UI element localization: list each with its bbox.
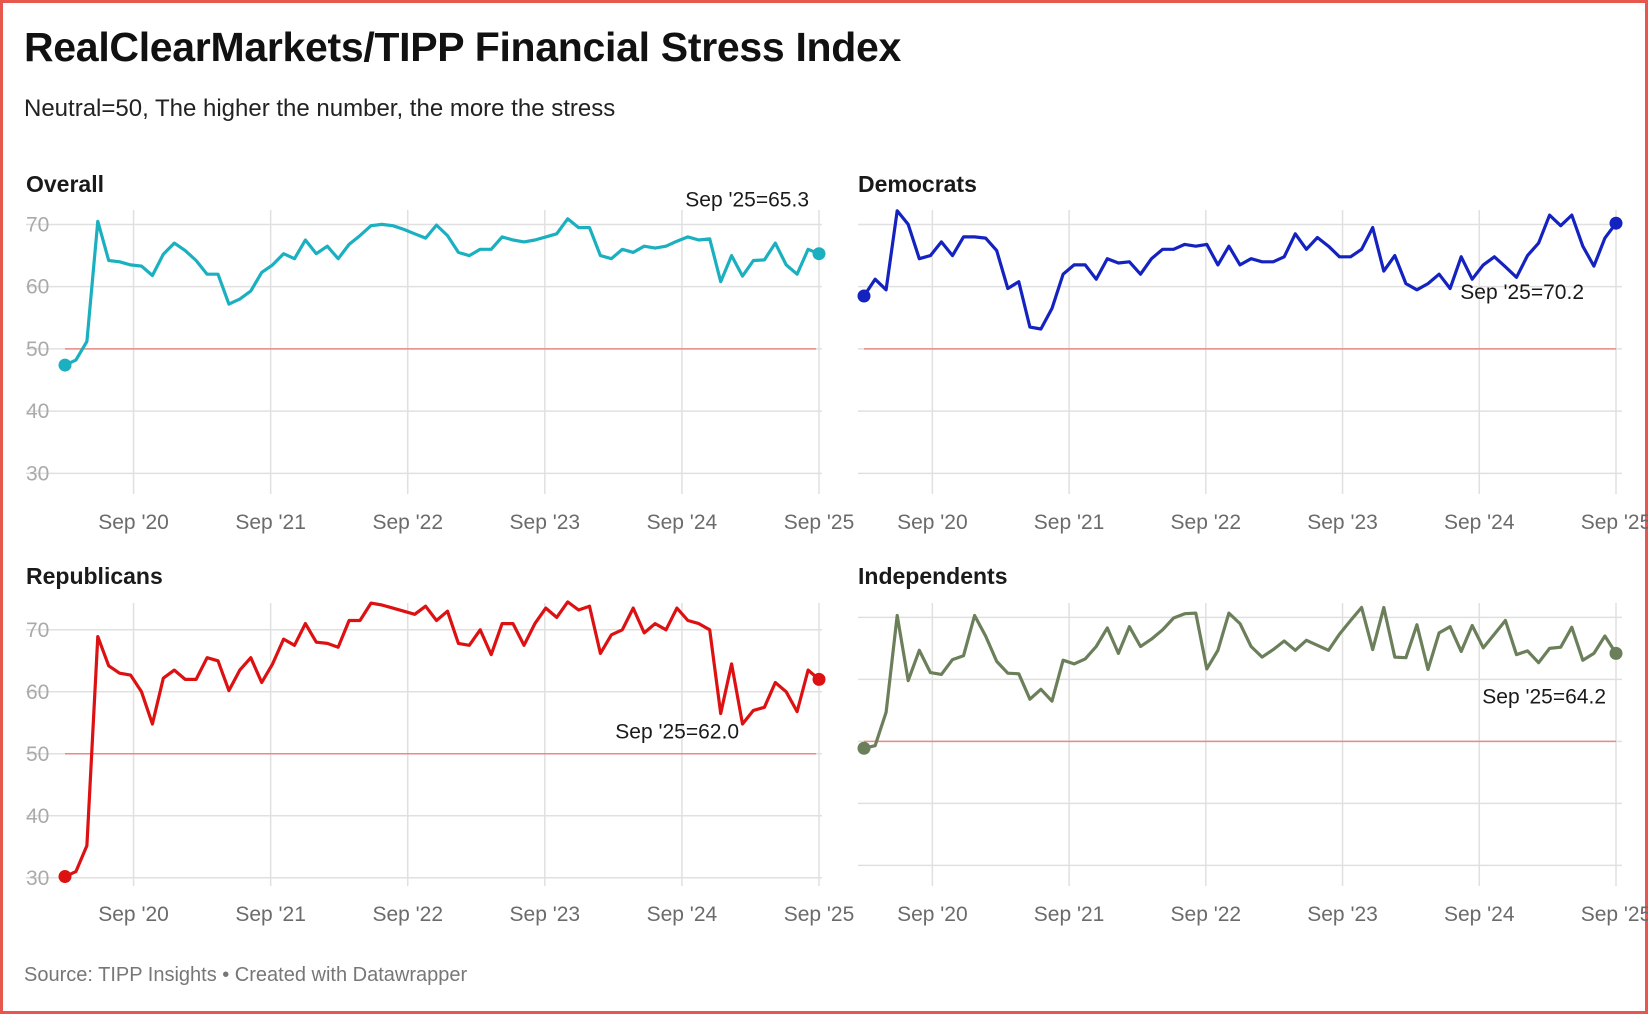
x-tick-label: Sep '21 (235, 511, 306, 534)
start-point-marker (58, 870, 72, 884)
panel-overall: Overall 30 40 50 60 70 Sep '20 Sep '21 Sep '22 Se… (26, 171, 854, 534)
x-tick-label: Sep '20 (98, 903, 169, 926)
x-tick-label: Sep '24 (1444, 511, 1515, 534)
x-tick-label: Sep '24 (1444, 903, 1515, 926)
end-point-marker (812, 247, 826, 261)
x-tick-label: Sep '23 (1307, 903, 1378, 926)
x-tick-label: Sep '25 (1581, 511, 1648, 534)
start-point-marker (857, 289, 871, 303)
latest-value-annotation: Sep '25=70.2 (1460, 281, 1584, 304)
y-tick-label-70: 70 (26, 619, 49, 642)
series-line-republicans (63, 600, 821, 879)
chart-title: RealClearMarkets/TIPP Financial Stress I… (24, 24, 902, 70)
y-tick-label-30: 30 (26, 462, 49, 485)
y-tick-label-40: 40 (26, 400, 49, 423)
x-tick-label: Sep '22 (372, 511, 443, 534)
latest-value-annotation: Sep '25=64.2 (1482, 685, 1606, 708)
x-tick-label: Sep '22 (1171, 903, 1242, 926)
x-tick-label: Sep '23 (510, 511, 581, 534)
x-tick-label: Sep '24 (647, 903, 718, 926)
panel-independents: Independents Sep '20 Sep '21 Sep '22 Sep '23… (857, 563, 1648, 926)
x-tick-label: Sep '25 (1581, 903, 1648, 926)
x-tick-label: Sep '23 (1307, 511, 1378, 534)
y-tick-label-30: 30 (26, 867, 49, 890)
end-point-marker (812, 672, 826, 686)
source-credit: Source: TIPP Insights • Created with Dat… (24, 964, 468, 986)
panel-title-overall: Overall (26, 171, 104, 197)
x-tick-label: Sep '21 (235, 903, 306, 926)
panel-democrats: Democrats Sep '20 Sep '21 Sep '22 Sep '23 Sep… (857, 171, 1648, 534)
x-tick-label: Sep '25 (784, 903, 855, 926)
y-tick-label-60: 60 (26, 681, 49, 704)
x-tick-label: Sep '20 (897, 511, 968, 534)
start-point-marker (58, 358, 72, 372)
latest-value-annotation: Sep '25=65.3 (685, 189, 809, 212)
chart-subtitle: Neutral=50, The higher the number, the m… (24, 95, 616, 122)
y-tick-label-50: 50 (26, 743, 49, 766)
x-tick-label: Sep '21 (1034, 903, 1105, 926)
x-tick-label: Sep '22 (372, 903, 443, 926)
x-tick-label: Sep '21 (1034, 511, 1105, 534)
x-tick-label: Sep '20 (98, 511, 169, 534)
y-tick-label-60: 60 (26, 276, 49, 299)
series-line-democrats (862, 209, 1618, 331)
x-tick-label: Sep '20 (897, 903, 968, 926)
end-point-marker (1609, 646, 1623, 660)
y-tick-label-70: 70 (26, 213, 49, 236)
panel-republicans: Republicans 30 40 50 60 70 Sep '20 Sep '21 Sep '… (26, 563, 854, 926)
start-point-marker (857, 741, 871, 755)
x-tick-label: Sep '23 (510, 903, 581, 926)
series-line-overall (63, 217, 821, 367)
panel-title-independents: Independents (858, 563, 1008, 589)
series-line-independents (862, 605, 1618, 750)
latest-value-annotation: Sep '25=62.0 (615, 720, 739, 743)
y-tick-label-40: 40 (26, 805, 49, 828)
x-tick-label: Sep '24 (647, 511, 718, 534)
end-point-marker (1609, 216, 1623, 230)
panel-title-democrats: Democrats (858, 171, 977, 197)
panel-title-republicans: Republicans (26, 563, 163, 589)
x-tick-label: Sep '25 (784, 511, 855, 534)
x-tick-label: Sep '22 (1171, 511, 1242, 534)
y-tick-label-50: 50 (26, 338, 49, 361)
